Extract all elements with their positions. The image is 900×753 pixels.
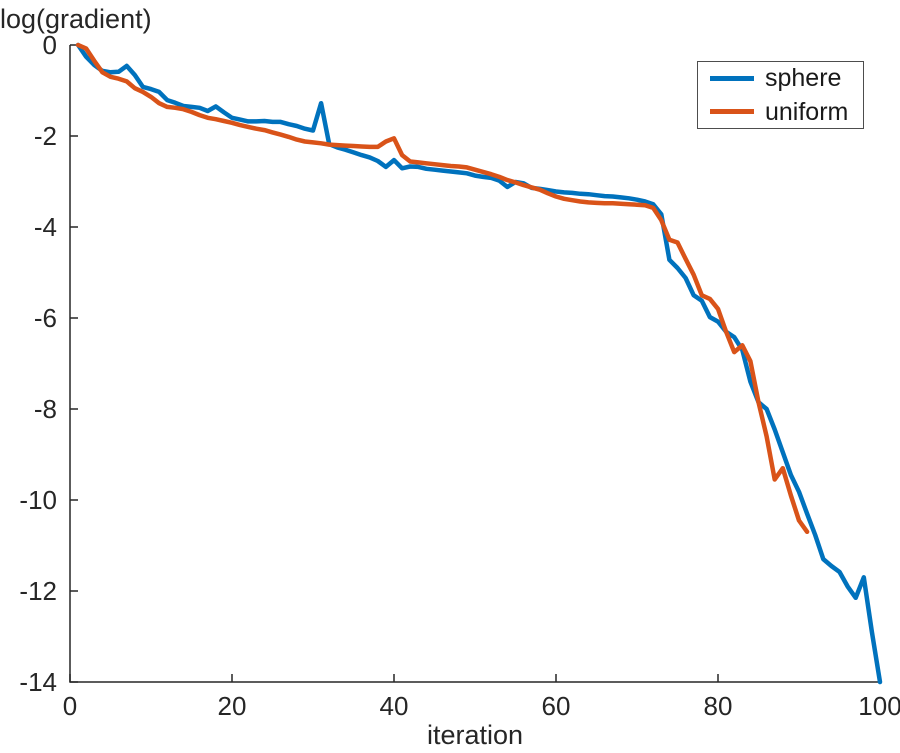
x-tick-label: 20 [218, 691, 247, 721]
y-tick-label: -14 [19, 667, 57, 697]
x-tick-label: 80 [704, 691, 733, 721]
series-line-sphere [75, 42, 883, 685]
x-tick-label: 40 [380, 691, 409, 721]
y-tick-label: -12 [19, 576, 57, 606]
legend-line-uniform-icon [710, 109, 754, 114]
y-tick-label: -10 [19, 485, 57, 515]
y-tick-label: -2 [34, 121, 57, 151]
y-tick-label: -4 [34, 212, 57, 242]
legend-line-sphere-icon [710, 76, 754, 81]
x-axis-label: iteration [426, 720, 524, 750]
y-tick-label: -8 [34, 394, 57, 424]
series-line-uniform [75, 42, 810, 535]
x-tick-label: 60 [542, 691, 571, 721]
y-tick-label: -6 [34, 303, 57, 333]
axes-lines [69, 45, 880, 683]
legend[interactable]: sphere uniform [697, 61, 864, 129]
x-tick-label: 100 [858, 691, 900, 721]
legend-label-uniform: uniform [765, 97, 849, 126]
legend-item-sphere[interactable]: sphere [710, 64, 851, 93]
x-tick-label: 0 [63, 691, 77, 721]
y-tick-label: 0 [43, 30, 57, 60]
legend-item-uniform[interactable]: uniform [710, 97, 851, 126]
legend-label-sphere: sphere [765, 64, 842, 93]
y-axis-title: log(gradient) [0, 4, 152, 34]
